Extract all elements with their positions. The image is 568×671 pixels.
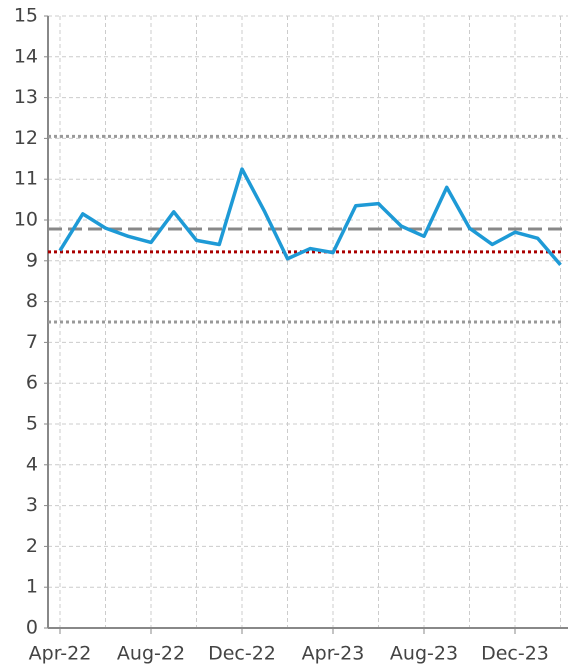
x-tick-label: Apr-22: [29, 643, 92, 665]
y-tick-label: 5: [26, 413, 38, 435]
x-tick-label: Aug-22: [117, 643, 185, 665]
y-tick-label: 9: [26, 249, 38, 271]
y-tick-label: 10: [14, 209, 38, 231]
data-line: [58, 167, 562, 267]
y-tick-label: 11: [14, 168, 38, 190]
y-tick-label: 15: [14, 5, 38, 27]
y-tick-label: 4: [26, 453, 38, 475]
x-tick-label: Dec-23: [481, 643, 549, 665]
y-tick-label: 1: [26, 576, 38, 598]
y-tick-label: 0: [26, 617, 38, 639]
y-tick-label: 8: [26, 290, 38, 312]
x-tick-label: Apr-23: [302, 643, 365, 665]
y-tick-label: 6: [26, 372, 38, 394]
x-tick-label: Dec-22: [208, 643, 276, 665]
y-tick-label: 7: [26, 331, 38, 353]
x-tick-label: Aug-23: [390, 643, 458, 665]
y-tick-label: 13: [14, 86, 38, 108]
y-tick-label: 3: [26, 494, 38, 516]
y-tick-label: 12: [14, 127, 38, 149]
y-tick-label: 14: [14, 45, 38, 67]
y-tick-label: 2: [26, 535, 38, 557]
